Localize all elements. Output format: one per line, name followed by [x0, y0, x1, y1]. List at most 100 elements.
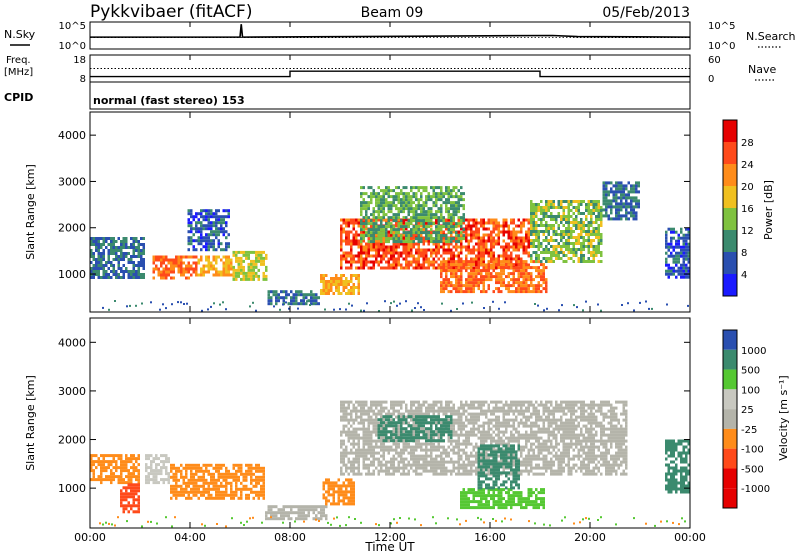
velocity-colorbar-swatch [723, 409, 737, 429]
velocity-region-3 [170, 463, 265, 500]
power-colorbar-swatch [723, 164, 737, 186]
power-region-9 [440, 260, 548, 294]
freq-label: Freq. [6, 55, 31, 66]
power-colorbar-label: Power [dB] [762, 180, 775, 240]
freq-tick-top: 18 [73, 55, 86, 66]
velocity-colorbar-tick: 25 [741, 405, 754, 416]
velocity-colorbar-tick: 100 [741, 385, 760, 396]
power-region-7 [340, 218, 530, 270]
sky-search-panel: N.Sky 10^5 10^0 10^5 10^0 N.Search [4, 21, 796, 52]
search-tick-bottom: 10^0 [708, 41, 735, 52]
velocity-region-7 [377, 415, 453, 443]
velocity-ytick-label: 1000 [58, 482, 86, 495]
date-title: 05/Feb/2013 [602, 5, 690, 21]
power-colorbar-swatch [723, 230, 737, 252]
velocity-region-9 [477, 444, 520, 490]
sky-tick-bottom: 10^0 [59, 41, 86, 52]
power-colorbar-tick: 8 [741, 248, 747, 259]
power-region-11 [602, 181, 640, 221]
power-colorbar-tick: 28 [741, 138, 754, 149]
power-colorbar-swatch [723, 252, 737, 274]
power-ytick-label: 3000 [58, 175, 86, 188]
power-ytick-label: 1000 [58, 268, 86, 281]
velocity-colorbar-swatch [723, 428, 737, 449]
x-tick-label: 08:00 [274, 531, 306, 544]
power-colorbar-tick: 4 [741, 270, 747, 281]
x-tick-label: 00:00 [74, 531, 106, 544]
power-region-10 [530, 200, 603, 263]
x-axis-label: Time UT [364, 540, 415, 554]
power-near-range-speckle [102, 300, 689, 312]
power-colorbar-tick: 12 [741, 226, 754, 237]
x-tick-label: 20:00 [574, 531, 606, 544]
velocity-near-range-speckle [99, 516, 686, 528]
velocity-colorbar-tick: -500 [741, 464, 764, 475]
velocity-panel: Slant Range [km] 1000 2000 3000 4000 1000 50… [24, 317, 790, 529]
velocity-colorbar-label: Velocity [m s⁻¹] [777, 375, 790, 460]
velocity-colorbar-swatch [723, 488, 737, 508]
freq-tick-bottom: 8 [80, 74, 86, 85]
velocity-ytick-label: 2000 [58, 434, 86, 447]
station-title: Pykkvibaer (fitACF) [90, 2, 252, 22]
velocity-colorbar-swatch [723, 330, 737, 350]
power-region-3 [232, 250, 268, 281]
sky-tick-top: 10^5 [59, 21, 86, 32]
velocity-colorbar-swatch [723, 468, 737, 489]
x-tick-label: 04:00 [174, 531, 206, 544]
power-colorbar-swatch [723, 274, 737, 296]
velocity-colorbar-swatch [723, 349, 737, 370]
power-region-6 [320, 274, 360, 295]
power-region-4 [187, 209, 230, 252]
power-region-5 [267, 290, 320, 306]
velocity-colorbar-tick: -25 [741, 425, 757, 436]
velocity-y-label: Slant Range [km] [24, 375, 37, 471]
power-colorbar-tick: 16 [741, 204, 754, 215]
power-panel: Slant Range [km] 1000 2000 3000 4000 4 8 12 16… [24, 111, 775, 313]
cpid-value: normal (fast stereo) 153 [93, 94, 245, 107]
power-region-2 [197, 255, 233, 277]
sky-label: N.Sky [4, 28, 36, 41]
frequency-line [90, 70, 690, 78]
velocity-colorbar-swatch [723, 369, 737, 390]
power-region-1 [152, 255, 198, 280]
freq-unit-label: [MHz] [4, 67, 33, 78]
velocity-colorbar-tick: -1000 [741, 484, 770, 495]
power-ytick-label: 4000 [58, 129, 86, 142]
velocity-region-2 [145, 454, 170, 485]
velocity-region-4 [265, 505, 328, 521]
power-ytick-label: 2000 [58, 222, 86, 235]
power-region-12 [665, 227, 690, 279]
x-tick-label: 16:00 [474, 531, 506, 544]
velocity-region-1 [120, 483, 140, 514]
velocity-colorbar-swatch [723, 448, 737, 469]
power-colorbar-swatch [723, 186, 737, 208]
x-tick-label: 12:00 [374, 531, 406, 544]
power-region-0 [90, 237, 145, 279]
power-colorbar-tick: 24 [741, 160, 754, 171]
velocity-colorbar-tick: -100 [741, 445, 764, 456]
power-colorbar-frame [722, 119, 738, 297]
velocity-colorbar-tick: 1000 [741, 346, 766, 357]
search-tick-top: 10^5 [708, 21, 735, 32]
time-axis: 00:00 04:00 08:00 12:00 16:00 20:00 00:00 [74, 22, 706, 544]
cpid-panel: CPID normal (fast stereo) 153 [4, 81, 691, 110]
velocity-ytick-label: 4000 [58, 336, 86, 349]
beam-title: Beam 09 [361, 5, 424, 21]
nave-tick-bottom: 0 [708, 74, 714, 85]
velocity-colorbar-swatch [723, 389, 737, 410]
velocity-colorbar-frame [722, 329, 738, 509]
power-y-label: Slant Range [km] [24, 164, 37, 260]
power-colorbar-tick: 20 [741, 182, 754, 193]
nave-label: Nave [748, 63, 776, 76]
cpid-label: CPID [4, 91, 33, 104]
power-colorbar-swatch [723, 208, 737, 230]
nave-tick-top: 60 [708, 55, 721, 66]
velocity-region-0 [90, 454, 140, 485]
velocity-colorbar-tick: 500 [741, 366, 760, 377]
power-colorbar-swatch [723, 120, 737, 142]
sky-noise-line [90, 24, 691, 38]
power-colorbar-swatch [723, 142, 737, 164]
velocity-ytick-label: 3000 [58, 385, 86, 398]
search-label: N.Search [746, 30, 796, 43]
